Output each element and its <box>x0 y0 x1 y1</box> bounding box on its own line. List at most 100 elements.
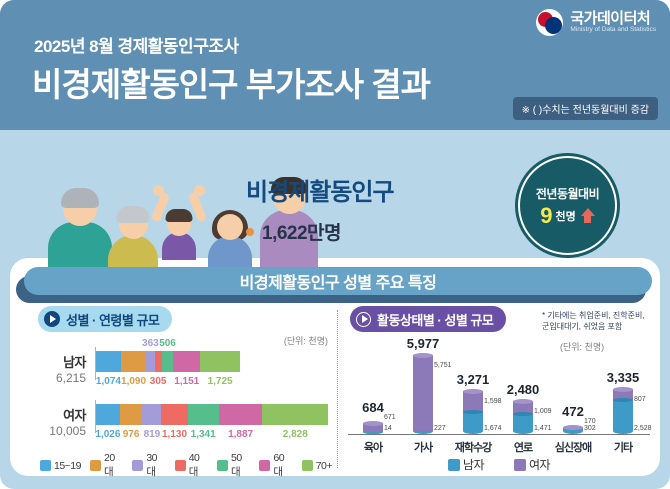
right-panel-title: 활동상태별 · 성별 규모 <box>350 306 507 332</box>
badge-value: 9 <box>540 202 553 228</box>
legend-label: 20대 <box>104 452 115 478</box>
stacked-bar <box>613 386 633 434</box>
person-grandmother <box>108 206 158 268</box>
footnote: * 기타에는 취업준비, 진학준비, 군입대대기, 쉬었음 포함 <box>542 311 645 331</box>
male-value-label: 1,471 <box>534 425 552 432</box>
legend-label: 50대 <box>231 452 242 478</box>
hero-title: 비경제활동인구 <box>246 179 395 206</box>
female-value-label: 807 <box>634 396 646 403</box>
status-bar-slot: 2,480 1,009 1,471 <box>498 352 552 435</box>
hero-value: 1,622만명 <box>262 223 342 244</box>
bar-value-label: 1,026 <box>95 429 121 440</box>
male-segment <box>563 430 583 434</box>
bar-total-label: 2,480 <box>506 382 540 397</box>
bar-segment <box>187 404 219 425</box>
taegeuk-logo-icon <box>536 9 564 36</box>
female-segment <box>613 386 633 400</box>
legend-swatch <box>132 460 144 471</box>
legend-item: 30대 <box>132 452 165 479</box>
header-band: 2025년 8월 경제활동인구조사 비경제활동인구 부가조사 결과 ※ ( )수… <box>0 0 670 130</box>
male-segment <box>513 412 533 434</box>
bar-segment <box>119 404 143 425</box>
legend-label: 70+ <box>315 459 333 472</box>
legend-item: 40대 <box>174 452 208 479</box>
status-legend: 남자 여자 <box>348 456 650 473</box>
bar-value-label: 976 <box>122 429 140 440</box>
left-panel-title: 성별 · 연령별 규모 <box>38 306 173 332</box>
person-father <box>258 177 320 268</box>
status-bar-slot: 5,977 5,751 227 <box>398 336 452 435</box>
header-note: ※ ( )수치는 전년동월대비 증감 <box>512 97 658 120</box>
bar-segment <box>161 404 188 425</box>
bar-total-label: 10,005 <box>49 424 86 438</box>
badge-unit: 천명 <box>555 210 576 223</box>
panel-divider <box>337 310 338 468</box>
legend-item: 20대 <box>90 452 123 479</box>
bar-segment <box>120 351 147 372</box>
bar-total-label: 684 <box>362 400 384 415</box>
bar-value-label: 363 <box>142 338 159 349</box>
bar-total-label: 3,335 <box>606 370 640 385</box>
legend-swatch <box>40 460 51 471</box>
legend-item: 70+ <box>301 452 333 479</box>
female-segment <box>463 388 483 412</box>
bar-total-label: 6,215 <box>55 371 86 385</box>
x-axis-label: 연로 <box>513 442 533 454</box>
bar-segment <box>96 351 121 372</box>
x-axis-label: 기타 <box>613 442 633 454</box>
x-axis-label: 심신장애 <box>554 442 592 454</box>
bar-segment <box>161 351 174 372</box>
x-axis-label: 재학수강 <box>454 442 492 454</box>
bar-value-label: 305 <box>149 376 167 387</box>
bar-value-label: 1,725 <box>207 376 233 387</box>
bar-segment <box>142 404 162 425</box>
bar-segment <box>262 404 328 425</box>
male-segment <box>363 432 383 434</box>
status-x-labels: 육아 가사 재학수강 연로 심신장애 기타 <box>348 439 650 455</box>
right-unit-label: (단위: 천명) <box>560 342 605 352</box>
status-bar-slot: 684 671 14 <box>348 352 398 435</box>
status-bar-slot: 472 170 302 <box>548 352 598 435</box>
bar-segment <box>173 351 201 372</box>
legend-label: 40대 <box>188 452 200 478</box>
legend-item: 15~19 <box>40 452 82 479</box>
stacked-bar <box>563 424 583 434</box>
legend-swatch <box>447 458 460 471</box>
age-legend: 15~19 20대 30대 40대 50대 60대 70+ <box>40 452 333 479</box>
female-value-label: 1,009 <box>534 408 552 415</box>
legend-item: 남자 <box>447 456 485 473</box>
bar-value-label: 1,074 <box>95 376 121 387</box>
status-bar-slot: 3,271 1,598 1,674 <box>448 352 502 435</box>
bar-value-label: 1,887 <box>228 429 254 440</box>
male-segment <box>613 398 633 434</box>
family-illustration <box>20 152 340 268</box>
male-value-label: 227 <box>434 425 446 432</box>
bar-category-label: 여자 <box>63 408 86 423</box>
legend-label: 여자 <box>529 458 551 472</box>
male-value-label: 14 <box>384 425 392 432</box>
bar-value-label: 1,130 <box>162 429 188 440</box>
bar-segment <box>200 351 241 372</box>
bar-category-label: 남자 <box>63 355 86 370</box>
male-segment <box>413 431 433 434</box>
x-axis-label: 가사 <box>413 442 433 454</box>
legend-swatch <box>514 458 526 471</box>
female-segment <box>413 352 433 431</box>
legend-swatch <box>174 460 186 471</box>
female-segment <box>563 424 583 430</box>
survey-kicker: 2025년 8월 경제활동인구조사 <box>34 37 239 56</box>
legend-swatch <box>301 460 313 471</box>
age-bar-row: 남자 6,215 1,074 1,090 363 305 506 1,151 1,725 <box>36 338 332 399</box>
female-segment <box>513 398 533 414</box>
bar-segment <box>218 404 263 425</box>
change-badge: 전년동월대비 9 천명 <box>515 153 620 258</box>
male-value-label: 1,674 <box>484 425 502 432</box>
female-value-label: 1,598 <box>484 398 502 405</box>
stacked-bar <box>363 420 383 434</box>
legend-swatch <box>90 460 101 471</box>
bar-segment <box>96 404 120 425</box>
status-gender-chart: 684 671 14 5,977 5,751 227 3,271 1,598 1… <box>348 336 652 435</box>
up-arrow-icon <box>580 207 595 224</box>
person-grandfather <box>48 188 112 268</box>
male-value-label: 302 <box>584 425 596 432</box>
